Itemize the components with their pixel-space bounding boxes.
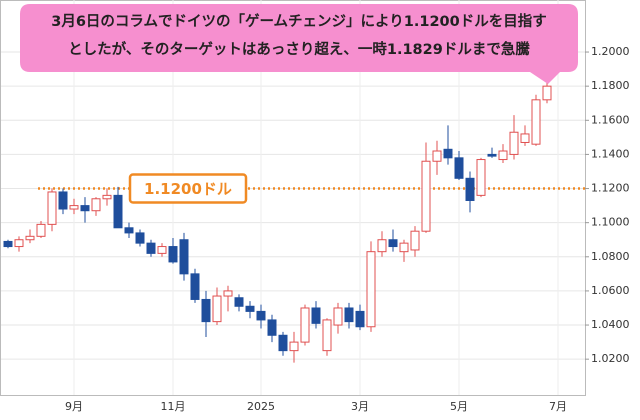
reference-label: 1.1200ドル: [144, 180, 232, 198]
callout-text: としたが、そのターゲットはあっさり超え、一時1.1829ドルまで急騰: [68, 40, 530, 58]
y-tick-label: 1.0800: [591, 250, 630, 263]
reference-box: [128, 173, 248, 204]
x-tick-label: 5月: [450, 400, 468, 413]
y-tick-label: 1.1400: [591, 147, 630, 160]
candle-body: [300, 307, 310, 343]
y-tick-label: 1.1600: [591, 113, 630, 126]
candle-body: [190, 273, 200, 300]
y-tick-label: 1.0400: [591, 318, 630, 331]
plot-frame: [0, 0, 586, 396]
y-tick-label: 1.1800: [591, 79, 630, 92]
candle-body: [333, 307, 343, 326]
candle-body: [256, 310, 266, 321]
candle-body: [421, 160, 431, 232]
candle-body: [102, 194, 112, 200]
candle-body: [58, 191, 68, 210]
candle-body: [454, 157, 464, 179]
y-tick-label: 1.0600: [591, 284, 630, 297]
candle-body: [289, 341, 299, 352]
candle-body: [465, 177, 475, 201]
y-tick-label: 1.1000: [591, 216, 630, 229]
x-tick-label: 9月: [65, 400, 83, 413]
candle-body: [223, 290, 233, 297]
candle-body: [344, 307, 354, 323]
candle-body: [91, 198, 101, 212]
x-tick-label: 7月: [549, 400, 567, 413]
y-tick-label: 1.0200: [591, 352, 630, 365]
candle-body: [234, 297, 244, 307]
candle-body: [509, 131, 519, 155]
callout-text: 3月6日のコラムでドイツの「ゲームチェンジ」により1.1200ドルを目指す: [51, 12, 546, 30]
candle-body: [531, 99, 541, 145]
candle-body: [410, 230, 420, 251]
candle-body: [135, 232, 145, 244]
candle-body: [179, 239, 189, 275]
candle-body: [47, 191, 57, 225]
y-tick-label: 1.1200: [591, 182, 630, 195]
candle-body: [14, 239, 24, 248]
candle-body: [399, 242, 409, 253]
x-tick-label: 3月: [351, 400, 369, 413]
candle-body: [267, 319, 277, 336]
candle-body: [311, 307, 321, 324]
callout-bubble: [20, 4, 578, 84]
candle-body: [124, 227, 134, 234]
candle-body: [245, 305, 255, 312]
candle-body: [113, 194, 123, 229]
candle-body: [443, 148, 453, 159]
candle-body: [520, 133, 530, 143]
candle-body: [377, 239, 387, 253]
candle-body: [388, 239, 398, 248]
candle-body: [201, 298, 211, 323]
candle-body: [542, 85, 552, 101]
candle-body: [322, 319, 332, 352]
x-tick-label: 2025: [247, 400, 275, 413]
candle-body: [487, 153, 497, 157]
candle-body: [80, 205, 90, 212]
candle-body: [212, 295, 222, 323]
candle-body: [476, 159, 486, 196]
candle-body: [3, 240, 13, 248]
candle-body: [498, 150, 508, 161]
candle-body: [366, 251, 376, 328]
candle-body: [69, 205, 79, 210]
candle-body: [146, 242, 156, 254]
candle-body: [355, 310, 365, 328]
candle-body: [168, 246, 178, 263]
y-tick-label: 1.2000: [591, 45, 630, 58]
candle-body: [36, 223, 46, 237]
candle-body: [432, 150, 442, 162]
x-tick-label: 11月: [161, 400, 186, 413]
candle-body: [157, 246, 167, 254]
candle-body: [278, 334, 288, 352]
candle-body: [25, 235, 35, 241]
